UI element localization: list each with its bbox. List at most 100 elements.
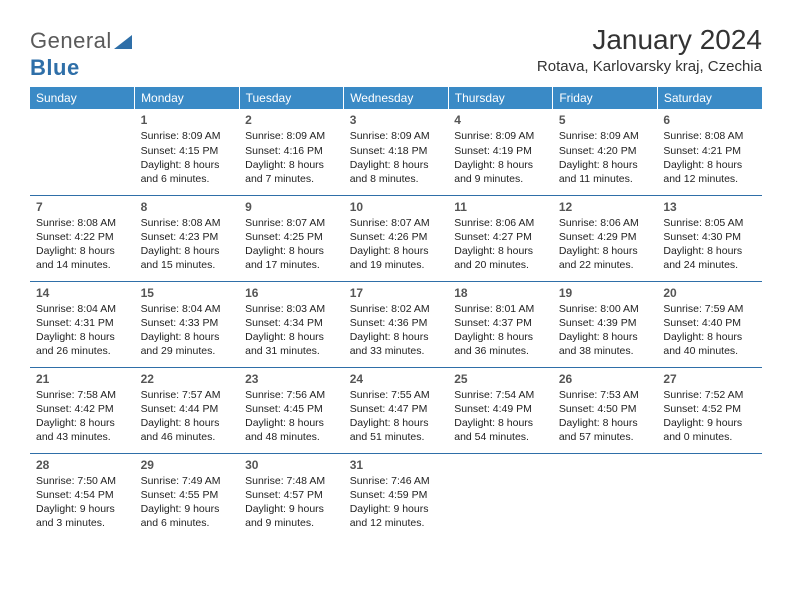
sunset-line: Sunset: 4:45 PM (245, 402, 338, 416)
day-number: 26 (559, 371, 652, 387)
calendar-cell: 23Sunrise: 7:56 AMSunset: 4:45 PMDayligh… (239, 367, 344, 453)
logo-word-1: General (30, 28, 112, 53)
day-number: 16 (245, 285, 338, 301)
sunset-line: Sunset: 4:18 PM (350, 144, 443, 158)
sunrise-line: Sunrise: 8:04 AM (141, 302, 234, 316)
calendar-cell: 10Sunrise: 8:07 AMSunset: 4:26 PMDayligh… (344, 195, 449, 281)
calendar-cell: 2Sunrise: 8:09 AMSunset: 4:16 PMDaylight… (239, 109, 344, 195)
calendar-cell: 30Sunrise: 7:48 AMSunset: 4:57 PMDayligh… (239, 453, 344, 539)
sunset-line: Sunset: 4:16 PM (245, 144, 338, 158)
day-header-row: SundayMondayTuesdayWednesdayThursdayFrid… (30, 87, 762, 109)
calendar-cell: 16Sunrise: 8:03 AMSunset: 4:34 PMDayligh… (239, 281, 344, 367)
calendar-cell: 24Sunrise: 7:55 AMSunset: 4:47 PMDayligh… (344, 367, 449, 453)
sunrise-line: Sunrise: 8:09 AM (559, 129, 652, 143)
daylight-line: Daylight: 8 hours and 20 minutes. (454, 244, 547, 272)
day-number: 4 (454, 112, 547, 128)
sunset-line: Sunset: 4:39 PM (559, 316, 652, 330)
day-header: Wednesday (344, 87, 449, 109)
daylight-line: Daylight: 9 hours and 0 minutes. (663, 416, 756, 444)
calendar-cell: 31Sunrise: 7:46 AMSunset: 4:59 PMDayligh… (344, 453, 449, 539)
daylight-line: Daylight: 8 hours and 29 minutes. (141, 330, 234, 358)
day-number: 8 (141, 199, 234, 215)
daylight-line: Daylight: 8 hours and 17 minutes. (245, 244, 338, 272)
sunrise-line: Sunrise: 8:07 AM (350, 216, 443, 230)
header: General Blue January 2024 Rotava, Karlov… (30, 24, 762, 81)
day-header: Sunday (30, 87, 135, 109)
calendar-cell: 18Sunrise: 8:01 AMSunset: 4:37 PMDayligh… (448, 281, 553, 367)
calendar-cell: 5Sunrise: 8:09 AMSunset: 4:20 PMDaylight… (553, 109, 658, 195)
calendar-cell: 29Sunrise: 7:49 AMSunset: 4:55 PMDayligh… (135, 453, 240, 539)
day-number: 11 (454, 199, 547, 215)
sunrise-line: Sunrise: 8:03 AM (245, 302, 338, 316)
daylight-line: Daylight: 8 hours and 51 minutes. (350, 416, 443, 444)
sunset-line: Sunset: 4:57 PM (245, 488, 338, 502)
sunrise-line: Sunrise: 7:54 AM (454, 388, 547, 402)
calendar-week: 7Sunrise: 8:08 AMSunset: 4:22 PMDaylight… (30, 195, 762, 281)
day-header: Monday (135, 87, 240, 109)
calendar-cell: 26Sunrise: 7:53 AMSunset: 4:50 PMDayligh… (553, 367, 658, 453)
calendar-cell (657, 453, 762, 539)
sunrise-line: Sunrise: 8:09 AM (141, 129, 234, 143)
day-number: 31 (350, 457, 443, 473)
daylight-line: Daylight: 8 hours and 22 minutes. (559, 244, 652, 272)
calendar-page: General Blue January 2024 Rotava, Karlov… (0, 0, 792, 539)
location: Rotava, Karlovarsky kraj, Czechia (537, 58, 762, 75)
daylight-line: Daylight: 8 hours and 36 minutes. (454, 330, 547, 358)
day-number: 19 (559, 285, 652, 301)
daylight-line: Daylight: 8 hours and 9 minutes. (454, 158, 547, 186)
calendar-body: 1Sunrise: 8:09 AMSunset: 4:15 PMDaylight… (30, 109, 762, 539)
day-number: 18 (454, 285, 547, 301)
calendar-cell (553, 453, 658, 539)
sunrise-line: Sunrise: 8:08 AM (36, 216, 129, 230)
calendar-week: 28Sunrise: 7:50 AMSunset: 4:54 PMDayligh… (30, 453, 762, 539)
calendar-cell: 27Sunrise: 7:52 AMSunset: 4:52 PMDayligh… (657, 367, 762, 453)
sunrise-line: Sunrise: 8:06 AM (559, 216, 652, 230)
calendar-week: 14Sunrise: 8:04 AMSunset: 4:31 PMDayligh… (30, 281, 762, 367)
day-number: 13 (663, 199, 756, 215)
day-number: 28 (36, 457, 129, 473)
logo: General Blue (30, 24, 132, 81)
day-number: 1 (141, 112, 234, 128)
daylight-line: Daylight: 8 hours and 6 minutes. (141, 158, 234, 186)
sunrise-line: Sunrise: 7:46 AM (350, 474, 443, 488)
daylight-line: Daylight: 8 hours and 54 minutes. (454, 416, 547, 444)
sunrise-line: Sunrise: 8:09 AM (350, 129, 443, 143)
daylight-line: Daylight: 8 hours and 15 minutes. (141, 244, 234, 272)
sunrise-line: Sunrise: 8:06 AM (454, 216, 547, 230)
sunset-line: Sunset: 4:19 PM (454, 144, 547, 158)
day-number: 6 (663, 112, 756, 128)
sunset-line: Sunset: 4:27 PM (454, 230, 547, 244)
calendar-cell (30, 109, 135, 195)
daylight-line: Daylight: 8 hours and 57 minutes. (559, 416, 652, 444)
logo-text: General Blue (30, 28, 132, 80)
sunset-line: Sunset: 4:59 PM (350, 488, 443, 502)
day-header: Saturday (657, 87, 762, 109)
day-number: 29 (141, 457, 234, 473)
daylight-line: Daylight: 8 hours and 11 minutes. (559, 158, 652, 186)
sunset-line: Sunset: 4:30 PM (663, 230, 756, 244)
calendar-cell (448, 453, 553, 539)
calendar-cell: 3Sunrise: 8:09 AMSunset: 4:18 PMDaylight… (344, 109, 449, 195)
sunrise-line: Sunrise: 7:57 AM (141, 388, 234, 402)
daylight-line: Daylight: 9 hours and 3 minutes. (36, 502, 129, 530)
calendar-cell: 11Sunrise: 8:06 AMSunset: 4:27 PMDayligh… (448, 195, 553, 281)
calendar-cell: 28Sunrise: 7:50 AMSunset: 4:54 PMDayligh… (30, 453, 135, 539)
month-title: January 2024 (537, 24, 762, 56)
calendar-cell: 21Sunrise: 7:58 AMSunset: 4:42 PMDayligh… (30, 367, 135, 453)
day-number: 12 (559, 199, 652, 215)
sunset-line: Sunset: 4:15 PM (141, 144, 234, 158)
calendar-cell: 17Sunrise: 8:02 AMSunset: 4:36 PMDayligh… (344, 281, 449, 367)
day-number: 3 (350, 112, 443, 128)
calendar-cell: 13Sunrise: 8:05 AMSunset: 4:30 PMDayligh… (657, 195, 762, 281)
calendar-cell: 19Sunrise: 8:00 AMSunset: 4:39 PMDayligh… (553, 281, 658, 367)
sunset-line: Sunset: 4:54 PM (36, 488, 129, 502)
day-number: 24 (350, 371, 443, 387)
sunrise-line: Sunrise: 8:02 AM (350, 302, 443, 316)
sunset-line: Sunset: 4:40 PM (663, 316, 756, 330)
day-number: 14 (36, 285, 129, 301)
sunset-line: Sunset: 4:52 PM (663, 402, 756, 416)
sunrise-line: Sunrise: 8:01 AM (454, 302, 547, 316)
calendar-week: 21Sunrise: 7:58 AMSunset: 4:42 PMDayligh… (30, 367, 762, 453)
daylight-line: Daylight: 8 hours and 43 minutes. (36, 416, 129, 444)
sunrise-line: Sunrise: 8:04 AM (36, 302, 129, 316)
